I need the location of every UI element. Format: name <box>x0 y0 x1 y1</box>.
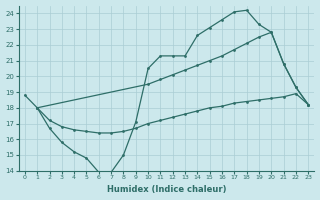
X-axis label: Humidex (Indice chaleur): Humidex (Indice chaleur) <box>107 185 226 194</box>
